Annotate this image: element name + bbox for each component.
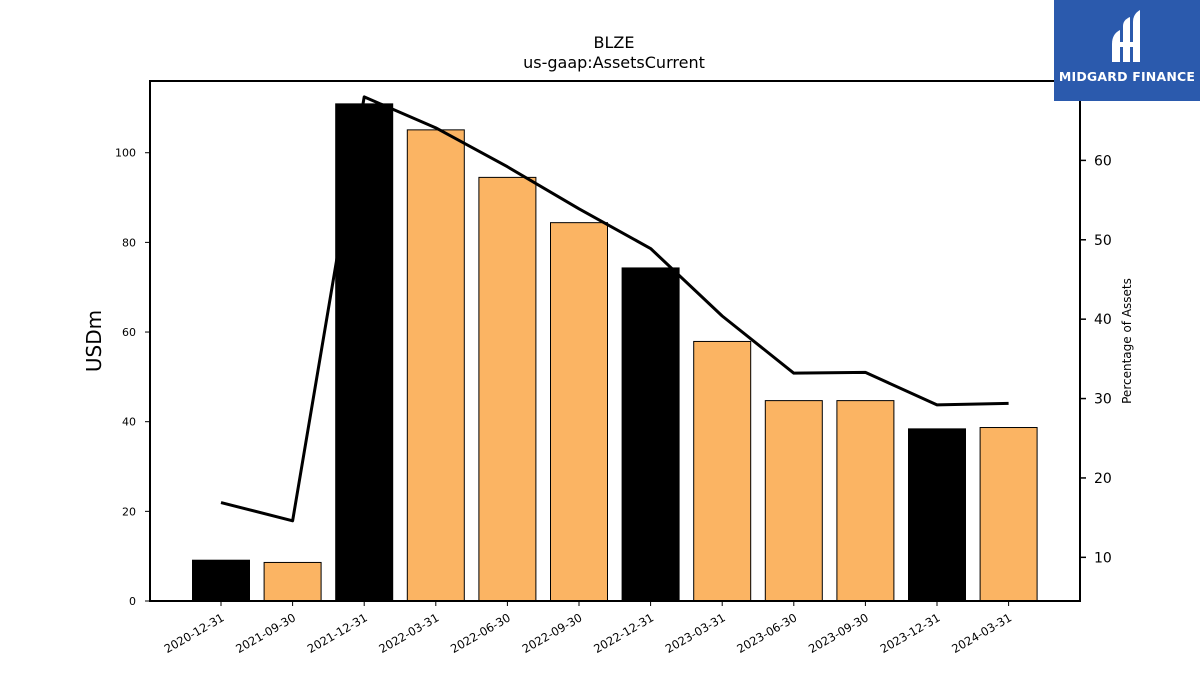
y-tick-label: 40 bbox=[122, 416, 136, 429]
y-tick-label: 60 bbox=[122, 326, 136, 339]
x-tick-label: 2023-03-31 bbox=[663, 610, 728, 656]
y-tick-label: 0 bbox=[129, 595, 136, 608]
x-tick-label: 2024-03-31 bbox=[949, 610, 1014, 656]
chart-subtitle: us-gaap:AssetsCurrent bbox=[523, 53, 705, 72]
bar bbox=[979, 427, 1038, 602]
line-series bbox=[220, 95, 1009, 523]
y2-axis-label: Percentage of Assets bbox=[1120, 278, 1134, 404]
bar bbox=[621, 267, 680, 602]
bar bbox=[406, 129, 465, 602]
bar bbox=[550, 222, 608, 602]
logo-mark-icon bbox=[1112, 10, 1140, 62]
y2-tick-label: 50 bbox=[1094, 233, 1112, 249]
y2-tick-label: 60 bbox=[1094, 153, 1112, 169]
y2-tick-label: 40 bbox=[1094, 312, 1112, 328]
x-tick-label: 2022-06-30 bbox=[448, 610, 513, 656]
bar bbox=[836, 400, 895, 602]
y2-tick-label: 30 bbox=[1094, 392, 1112, 408]
x-tick-label: 2021-12-31 bbox=[305, 610, 370, 656]
x-tick-label: 2023-09-30 bbox=[806, 610, 871, 656]
bar bbox=[192, 559, 250, 602]
bar bbox=[764, 400, 823, 602]
x-tick-label: 2021-09-30 bbox=[233, 610, 298, 656]
y-axis-label: USDm bbox=[82, 310, 106, 372]
x-tick-label: 2023-06-30 bbox=[734, 610, 799, 656]
x-tick-label: 2022-09-30 bbox=[520, 610, 585, 656]
y-tick-label: 100 bbox=[115, 147, 136, 160]
bar bbox=[693, 340, 752, 602]
plot-frame bbox=[149, 80, 1081, 602]
x-tick-label: 2020-12-31 bbox=[162, 610, 227, 656]
bar bbox=[335, 103, 394, 602]
bar bbox=[263, 561, 322, 602]
bar bbox=[908, 428, 966, 602]
bar-group bbox=[192, 103, 1038, 602]
y-tick-label: 80 bbox=[122, 236, 136, 249]
y-tick-label: 20 bbox=[122, 505, 136, 518]
logo-text: MIDGARD FINANCE bbox=[1058, 69, 1196, 84]
x-tick-label: 2022-12-31 bbox=[591, 610, 656, 656]
brand-logo: MIDGARD FINANCE bbox=[1054, 0, 1200, 101]
x-tick-label: 2023-12-31 bbox=[878, 610, 943, 656]
chart-title: BLZE bbox=[594, 33, 635, 52]
line-group bbox=[220, 95, 1009, 523]
x-tick-label: 2022-03-31 bbox=[376, 610, 441, 656]
y2-tick-label: 10 bbox=[1094, 550, 1112, 566]
bar bbox=[478, 176, 537, 602]
y2-tick-label: 20 bbox=[1094, 471, 1112, 487]
